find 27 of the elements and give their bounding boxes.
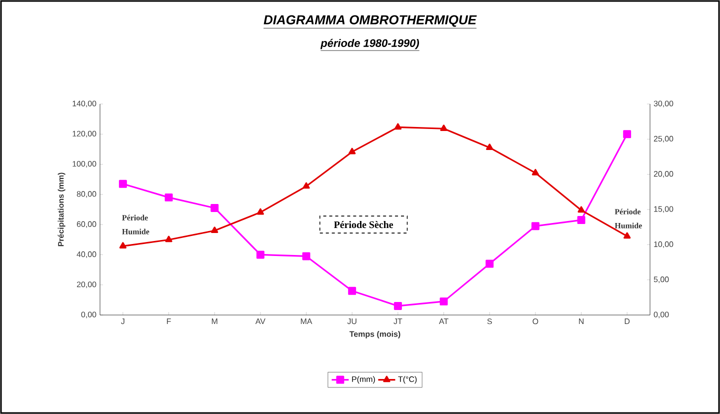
point	[623, 130, 632, 138]
point	[578, 206, 585, 213]
point	[394, 302, 402, 310]
point	[486, 144, 494, 150]
point	[577, 216, 586, 224]
point	[394, 123, 402, 130]
point	[211, 226, 218, 233]
point	[440, 124, 448, 132]
annotation: Période Sèche	[334, 221, 394, 228]
chart-title: DIAGRAMMA OMBROTHERMIQUE	[264, 15, 477, 27]
point	[302, 252, 310, 260]
point	[624, 232, 631, 239]
point	[532, 168, 539, 176]
point	[210, 204, 219, 212]
point	[256, 250, 264, 259]
chart-subtitle: période 1980-1990)	[320, 38, 420, 50]
point	[348, 148, 356, 154]
point	[165, 236, 172, 242]
point	[164, 193, 173, 202]
point	[348, 286, 356, 295]
point	[486, 260, 494, 268]
point	[119, 242, 126, 248]
point	[256, 208, 264, 215]
point	[531, 222, 540, 230]
point	[302, 182, 310, 189]
point	[118, 180, 127, 188]
point	[440, 297, 448, 306]
